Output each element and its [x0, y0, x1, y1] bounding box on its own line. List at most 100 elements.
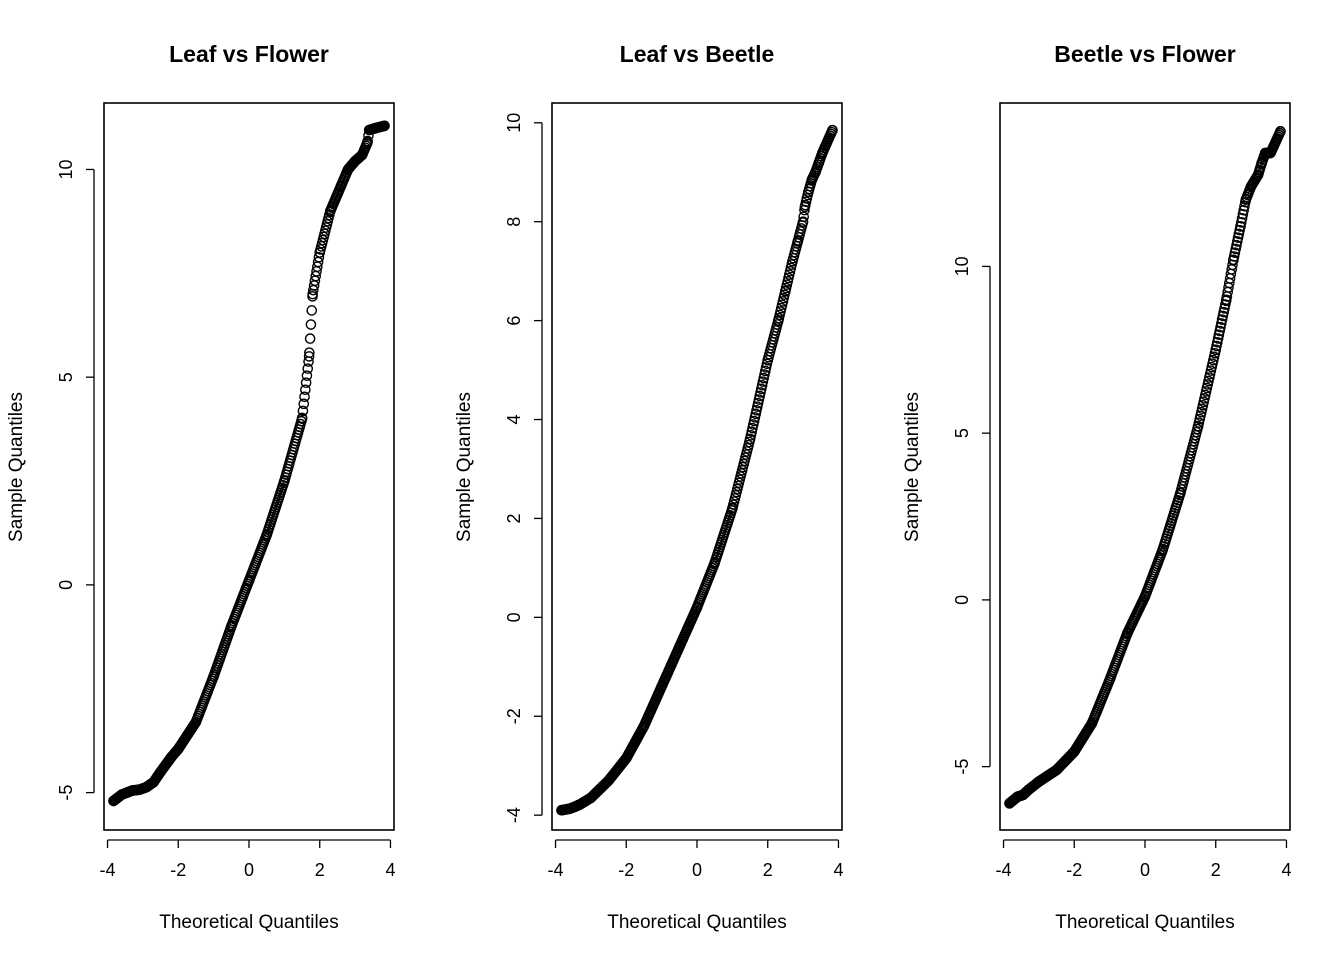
data-point: [297, 405, 309, 417]
data-point: [349, 155, 361, 167]
data-point: [1233, 228, 1245, 240]
data-point: [1104, 674, 1115, 686]
data-point: [691, 602, 703, 613]
data-point: [1236, 213, 1248, 224]
y-tick-label: -5: [952, 759, 972, 775]
x-tick-label: 4: [1281, 860, 1291, 880]
y-tick-label: 8: [504, 217, 524, 227]
data-point: [314, 247, 326, 258]
x-tick-label: 4: [385, 860, 395, 880]
data-point: [1051, 764, 1062, 776]
x-tick-label: -4: [548, 860, 564, 880]
data-point: [300, 377, 312, 389]
x-tick-label: 2: [763, 860, 773, 880]
data-point: [306, 305, 318, 316]
data-point: [1259, 147, 1271, 159]
data-point: [1221, 294, 1232, 306]
data-point: [1275, 126, 1286, 137]
data-point: [813, 157, 825, 168]
qq-panel-beetle-vs-flower: Beetle vs Flower Theoretical Quantiles S…: [902, 41, 1291, 933]
x-tick-label: 2: [315, 860, 325, 880]
y-tick-label: 0: [952, 595, 972, 605]
data-point: [603, 775, 614, 786]
data-point: [379, 120, 390, 132]
x-axis-label: Theoretical Quantiles: [607, 912, 787, 933]
data-point: [1212, 333, 1224, 344]
data-point: [827, 124, 838, 136]
data-point: [1216, 314, 1228, 325]
data-point: [116, 789, 127, 800]
panel-title: Beetle vs Flower: [1054, 41, 1236, 67]
y-axis: -5 0 5 10: [56, 159, 95, 801]
panel-title: Leaf vs Flower: [169, 41, 329, 67]
x-axis-label: Theoretical Quantiles: [159, 912, 339, 933]
data-point: [792, 236, 804, 247]
data-point: [1210, 344, 1222, 356]
data-point: [305, 319, 317, 330]
data-point: [638, 720, 650, 732]
data-point: [1232, 232, 1244, 243]
data-point: [1230, 243, 1242, 255]
y-tick-label: 10: [952, 256, 972, 276]
data-point: [1256, 157, 1268, 169]
data-point: [1238, 204, 1249, 216]
data-point: [620, 752, 632, 764]
y-axis-label: Sample Quantiles: [6, 392, 27, 542]
data-point: [1235, 217, 1247, 228]
data-point: [1228, 254, 1239, 266]
data-point: [356, 149, 368, 161]
data-point: [1220, 299, 1231, 310]
qq-panel-leaf-vs-flower: Leaf vs Flower Theoretical Quantiles Sam…: [6, 41, 395, 933]
data-point: [300, 384, 311, 396]
data-point: [301, 370, 313, 381]
x-axis: -4 -2 0 2 4: [100, 839, 395, 880]
data-point: [1235, 221, 1246, 232]
data-point: [799, 201, 811, 213]
data-point: [709, 557, 720, 569]
data-point: [1004, 798, 1015, 809]
data-point: [1231, 239, 1242, 251]
data-point: [1022, 784, 1034, 796]
y-axis-label: Sample Quantiles: [902, 392, 923, 542]
data-point: [1265, 147, 1276, 159]
x-tick-label: -2: [1066, 860, 1082, 880]
data-point: [304, 333, 316, 344]
data-point: [1218, 306, 1230, 318]
data-point: [172, 743, 184, 755]
data-point: [1139, 591, 1151, 602]
data-point: [1122, 627, 1133, 639]
points-layer: [1004, 126, 1286, 809]
x-tick-label: -4: [100, 860, 116, 880]
data-point: [1217, 310, 1229, 322]
data-point: [797, 216, 809, 227]
y-axis-label: Sample Quantiles: [454, 392, 475, 542]
qq-panel-leaf-vs-beetle: Leaf vs Beetle Theoretical Quantiles Sam…: [454, 41, 843, 933]
data-point: [363, 124, 375, 136]
data-point: [108, 795, 119, 807]
data-point: [1212, 336, 1223, 348]
x-tick-label: -2: [170, 860, 186, 880]
y-tick-label: -5: [56, 785, 76, 801]
y-axis: -5 0 5 10: [952, 256, 991, 775]
points-layer: [556, 124, 838, 816]
data-point: [1211, 340, 1222, 352]
data-point: [1237, 208, 1249, 220]
data-point: [1012, 791, 1023, 802]
data-point: [121, 787, 133, 798]
data-point: [126, 785, 138, 796]
data-point: [1252, 169, 1264, 180]
data-point: [1234, 224, 1245, 236]
data-point: [261, 529, 272, 541]
data-point: [773, 315, 784, 326]
data-point: [1245, 181, 1257, 192]
data-point: [574, 798, 586, 810]
y-tick-label: 5: [952, 428, 972, 438]
x-tick-label: -2: [618, 860, 634, 880]
data-point: [762, 354, 774, 366]
data-point: [674, 641, 685, 653]
plot-frame: [103, 102, 395, 831]
data-point: [1086, 717, 1098, 729]
y-tick-label: -4: [504, 807, 524, 823]
y-tick-label: 10: [504, 113, 524, 133]
